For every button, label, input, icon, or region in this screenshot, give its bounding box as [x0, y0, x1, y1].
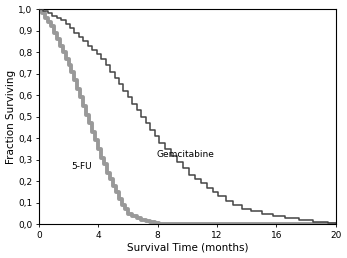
Y-axis label: Fraction Surviving: Fraction Surviving	[6, 70, 16, 164]
Text: 5-FU: 5-FU	[71, 163, 92, 172]
X-axis label: Survival Time (months): Survival Time (months)	[127, 243, 248, 252]
Text: Gemcitabine: Gemcitabine	[156, 150, 214, 159]
